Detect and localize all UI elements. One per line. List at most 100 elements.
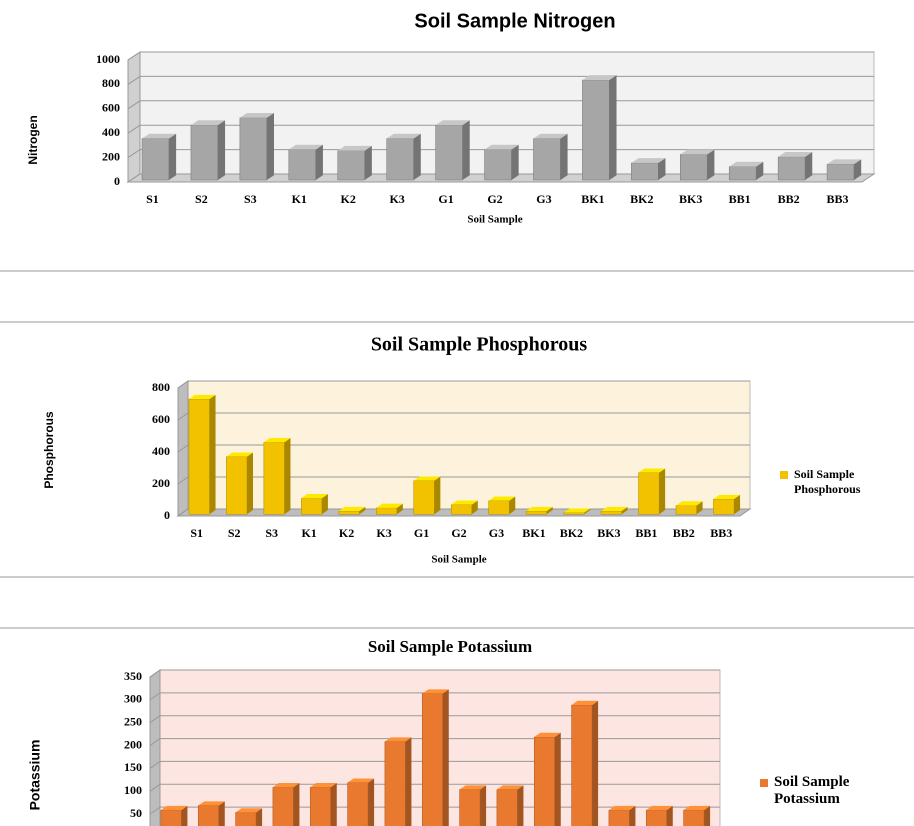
x-tick-label: G3 [536,192,551,206]
bar [309,783,337,826]
bar [413,476,441,515]
bar-front [263,442,285,515]
x-tick-label: BK3 [679,192,702,206]
bar [563,508,591,515]
bar-front [435,124,463,181]
bar [263,438,291,515]
bar-front [235,812,257,826]
bar-front [638,472,660,515]
bar-top [638,468,666,473]
bar-side [217,120,226,180]
bar-side [629,805,636,826]
bar-side [284,438,291,515]
bar-top [376,503,403,508]
bar-side [546,506,553,515]
x-tick-label: BB3 [710,526,732,540]
bar-side [707,149,715,180]
x-tick-label: BK1 [522,526,545,540]
bar-front [496,789,518,826]
bar-front [190,124,219,181]
y-tick-label: 0 [114,174,120,188]
bar-top [239,112,274,118]
grid-line-side [149,669,161,678]
bar-top [288,144,323,150]
bar-side [462,120,470,180]
bar-front [226,456,248,515]
bar-front [533,736,556,826]
bar-side [359,506,366,515]
bar [533,732,561,826]
grid-line-side [149,761,161,769]
x-tick-label: K3 [376,526,391,540]
chart: Soil Sample Nitrogen 0 200 400 600 800 1000 S1 S… [26,10,876,226]
bar-front [608,809,630,826]
bar-top [459,785,487,790]
bar [347,778,375,826]
bar-side [471,500,478,515]
bar-front [288,149,316,181]
chart-title: Soil Sample Phosphorous [371,334,588,356]
x-tick-label: S1 [146,192,159,206]
bar-side [321,494,328,515]
x-tick-label: S1 [190,526,203,540]
bar [337,145,372,181]
y-axis-title: Nitrogen [26,115,40,164]
bar [683,805,711,826]
bar-front [533,138,561,181]
x-tick-label: S2 [228,526,241,540]
y-tick-label: 50 [130,806,142,820]
bar-side [247,452,254,515]
bar-front [488,500,510,515]
bar-front [728,166,757,181]
bar-front [386,138,414,181]
x-tick-label: BB1 [635,526,657,540]
grid-line-side [149,715,161,724]
legend-line: Phosphorous [794,482,861,496]
x-tick-label: BB2 [673,526,695,540]
bar-side [266,112,274,180]
bar-front [347,782,369,826]
x-tick-label: K2 [339,526,354,540]
bar [459,785,487,826]
x-tick-label: BK1 [581,192,604,206]
grid-line-side [127,149,141,159]
bar-side [666,805,673,826]
bar-top [451,500,478,505]
bar-side [509,496,516,515]
bar [190,120,226,181]
bar-top [384,737,412,742]
y-tick-label: 200 [152,476,170,490]
bar [600,506,628,515]
y-tick-label: 150 [124,760,142,774]
bar-top [301,494,328,499]
bar-side [434,476,441,515]
bar-top [435,120,470,126]
bar-top [646,805,673,811]
legend-swatch [760,779,768,787]
bar-front [450,504,473,515]
y-tick-label: 800 [152,380,170,394]
bar [141,133,177,181]
bar-side [413,133,421,180]
bar-top [526,506,553,512]
chart: Soil Sample Phosphorous 0 200 400 600 800 S1 S2… [42,334,861,566]
bar-front [239,117,268,181]
bar-side [609,75,617,180]
y-tick-label: 300 [124,692,142,706]
x-tick-label: BK2 [630,192,653,206]
bar-front [338,510,360,515]
bar-top [190,120,226,126]
chart-title: Soil Sample Nitrogen [414,10,615,32]
y-tick-label: 100 [124,783,142,797]
bar-front [421,693,444,826]
bar-front [525,510,547,515]
legend-line: Potassium [774,791,840,807]
bar-top [386,133,421,139]
bar-side [315,144,323,180]
x-axis-title: Soil Sample [467,214,522,226]
x-tick-label: BB2 [778,192,800,206]
bar-front [563,512,585,515]
bar-side [592,700,599,826]
x-tick-label: K3 [389,192,404,206]
bar-front [683,809,705,826]
